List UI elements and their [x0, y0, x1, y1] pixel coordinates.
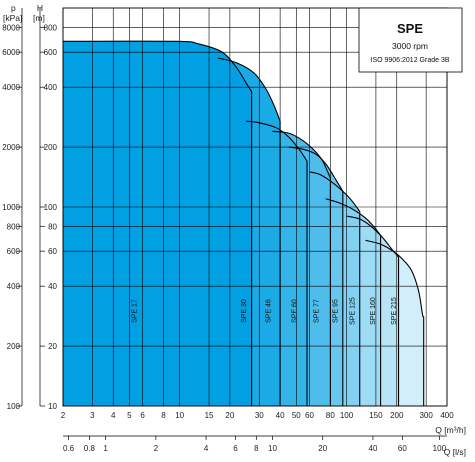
series-label: SPE 77 [314, 299, 321, 323]
h-axis-unit: [m] [33, 13, 45, 23]
series-outlines [62, 40, 425, 406]
series-outline [272, 130, 331, 406]
q-m3h-tick-label: 3 [90, 411, 95, 420]
q-ls-axis-label: Q [l/s] [444, 447, 466, 457]
q-m3h-tick-label: 30 [255, 411, 264, 420]
q-ls-tick-label: 6 [233, 444, 238, 453]
q-ls-tick-label: 20 [318, 444, 327, 453]
q-ls-tick-label: 1 [103, 444, 108, 453]
series-areas [63, 41, 424, 407]
q-ls-tick-label: 60 [398, 444, 407, 453]
chart-standard: ISO 9906:2012 Grade 3B [371, 57, 450, 64]
q-ls-tick-label: 4 [204, 444, 209, 453]
series-outline [217, 57, 281, 406]
h-tick-label: 20 [48, 342, 57, 351]
q-m3h-tick-label: 150 [369, 411, 383, 420]
series-outline [245, 120, 308, 406]
q-ls-tick-label: 40 [369, 444, 378, 453]
p-tick-label: 100 [7, 402, 21, 411]
plot-frame [62, 7, 448, 407]
q-m3h-axis-label: Q [m³/h] [435, 425, 466, 435]
p-tick-label: 4000 [2, 83, 20, 92]
q-m3h-tick-label: 4 [111, 411, 116, 420]
title-box: SPE 3000 rpm ISO 9906:2012 Grade 3B [358, 7, 463, 73]
q-m3h-tick-label: 2 [61, 411, 66, 420]
q-m3h-tick-label: 400 [440, 411, 454, 420]
series-label: SPE 160 [370, 297, 377, 325]
q-m3h-tick-label: 15 [205, 411, 214, 420]
series-label: SPE 17 [131, 299, 138, 323]
h-tick-label: 60 [48, 247, 57, 256]
q-m3h-tick-label: 50 [292, 411, 301, 420]
q-m3h-tick-label: 6 [140, 411, 145, 420]
h-tick-label: 10 [48, 402, 57, 411]
p-axis-unit: [kPa] [3, 13, 22, 23]
title-box-frame [358, 7, 463, 73]
q-m3h-tick-label: 200 [390, 411, 404, 420]
q-ls-tick-label: 100 [433, 444, 447, 453]
p-tick-label: 400 [7, 282, 21, 291]
q-m3h-tick-label: 10 [175, 411, 184, 420]
p-tick-label: 2000 [2, 143, 20, 152]
series-outline [365, 239, 425, 406]
chart-title: SPE [397, 21, 423, 36]
q-m3h-tick-label: 60 [305, 411, 314, 420]
series-labels: SPE 215 SPE 160 SPE 125 SPE 95 SPE 77 SPE 60 S… [131, 297, 398, 325]
q-m3h-tick-label: 40 [276, 411, 285, 420]
q-m3h-tick-label: 80 [326, 411, 335, 420]
h-tick-label: 200 [44, 143, 58, 152]
p-tick-label: 1000 [2, 203, 20, 212]
chart-speed: 3000 rpm [392, 41, 428, 51]
p-tick-label: 800 [7, 222, 21, 231]
h-tick-label: 400 [44, 83, 58, 92]
series-area [63, 41, 252, 406]
h-tick-label: 80 [48, 222, 57, 231]
series-label: SPE 215 [391, 297, 398, 325]
series-label: SPE 125 [350, 297, 357, 325]
q-ls-tick-label: 0.8 [84, 444, 96, 453]
q-ls-tick-label: 10 [268, 444, 277, 453]
h-tick-label: 40 [48, 282, 57, 291]
h-tick-label: 800 [44, 23, 58, 32]
q-m3h-tick-label: 8 [161, 411, 166, 420]
series-label: SPE 60 [291, 299, 298, 323]
h-tick-label: 100 [44, 203, 58, 212]
series-label: SPE 30 [241, 299, 248, 323]
q-m3h-tick-label: 100 [340, 411, 354, 420]
p-tick-label: 8000 [2, 23, 20, 32]
q-ls-tick-label: 8 [254, 444, 259, 453]
h-axis-label: H [37, 3, 43, 13]
series-outline [325, 198, 382, 406]
axes: 1020406080100200400600800100200400600800… [2, 3, 466, 457]
series-label: SPE 46 [265, 299, 272, 323]
q-ls-tick-label: 2 [154, 444, 159, 453]
p-tick-label: 6000 [2, 48, 20, 57]
q-m3h-tick-label: 5 [127, 411, 132, 420]
series-label: SPE 95 [332, 299, 339, 323]
q-m3h-tick-label: 20 [225, 411, 234, 420]
p-axis-label: p [11, 3, 16, 13]
q-m3h-tick-label: 300 [419, 411, 433, 420]
series-outline [62, 40, 253, 406]
p-tick-label: 600 [7, 247, 21, 256]
p-tick-label: 200 [7, 342, 21, 351]
h-tick-label: 600 [44, 48, 58, 57]
q-ls-tick-label: 0.6 [63, 444, 75, 453]
